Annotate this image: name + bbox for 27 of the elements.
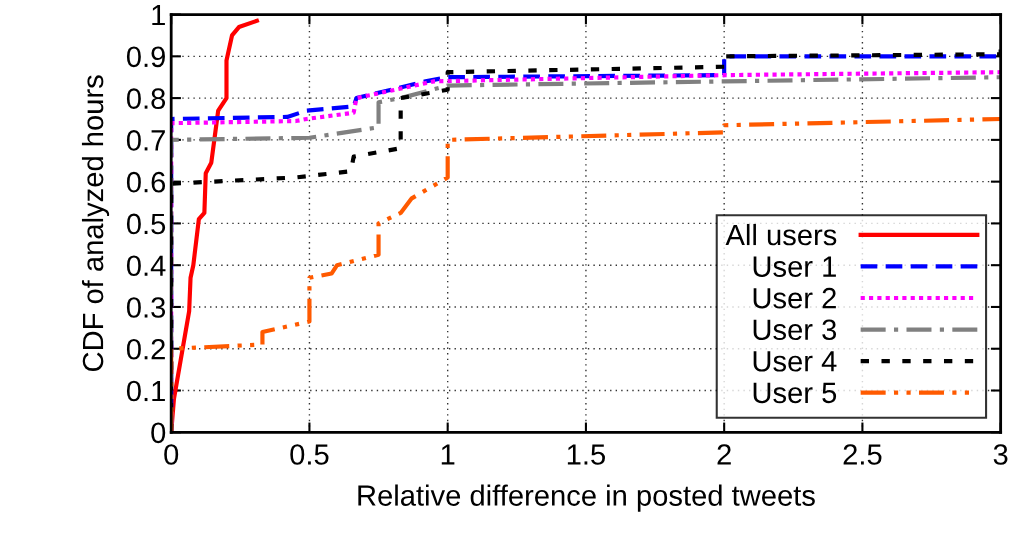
y-axis-title: CDF of analyzed hours <box>81 75 110 372</box>
legend-label: User 4 <box>753 351 837 372</box>
legend-label: User 1 <box>753 256 836 277</box>
x-tick-label: 2.5 <box>843 444 882 465</box>
x-tick-label: 2 <box>717 444 731 465</box>
y-tick-label: 0.9 <box>126 46 165 68</box>
y-tick-label: 0.8 <box>126 88 166 109</box>
y-tick-label: 0.4 <box>126 255 166 277</box>
y-tick-label: 0.7 <box>126 130 165 151</box>
x-tick-label: 1 <box>441 444 455 465</box>
y-tick-label: 1 <box>152 5 165 26</box>
x-tick-label: 0 <box>164 444 179 465</box>
y-tick-label: 0.5 <box>126 213 166 235</box>
legend-label: User 3 <box>753 319 837 341</box>
legend-label: User 5 <box>753 382 837 404</box>
x-tick-label: 3 <box>993 444 1008 465</box>
y-tick-label: 0.2 <box>126 338 165 360</box>
y-tick-label: 0.1 <box>126 380 165 402</box>
x-tick-label: 1.5 <box>567 444 605 465</box>
y-tick-label: 0 <box>151 422 166 444</box>
y-tick-label: 0.3 <box>126 297 166 318</box>
legend-label: User 2 <box>753 287 836 309</box>
line-series <box>171 18 259 433</box>
legend-label: All users <box>725 223 837 246</box>
x-tick-label: 0.5 <box>290 444 329 465</box>
y-tick-label: 0.6 <box>126 171 166 193</box>
x-axis-title: Relative difference in posted tweets <box>358 484 815 512</box>
